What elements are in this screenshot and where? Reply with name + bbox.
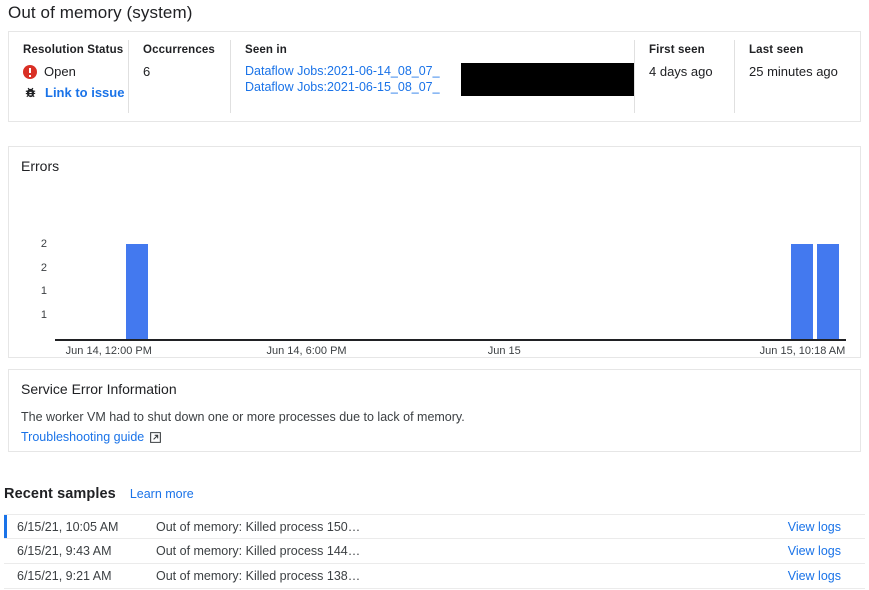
- link-to-issue-link[interactable]: Link to issue: [45, 85, 125, 100]
- link-to-issue-row[interactable]: Link to issue: [23, 84, 129, 102]
- sample-message: Out of memory: Killed process 150…: [156, 519, 361, 534]
- view-logs-link[interactable]: View logs: [787, 544, 841, 558]
- y-axis-tick-label: 2: [40, 261, 47, 274]
- column-divider: [634, 40, 635, 113]
- sample-message: Out of memory: Killed process 138…: [156, 569, 361, 583]
- table-row[interactable]: 6/15/21, 10:05 AM Out of memory: Killed p…: [4, 514, 865, 539]
- recent-samples-title: Recent samples: [4, 486, 116, 502]
- sample-timestamp: 6/15/21, 10:05 AM: [17, 519, 119, 534]
- column-divider: [230, 40, 231, 113]
- summary-row: Resolution Status Open Link to issue Occ…: [9, 32, 860, 121]
- summary-column-first-seen: First seen 4 days ago: [635, 32, 735, 121]
- table-row[interactable]: 6/15/21, 9:21 AM Out of memory: Killed pr…: [4, 564, 865, 589]
- y-axis-tick-label: 2: [40, 237, 47, 250]
- summary-column-resolution-status: Resolution Status Open Link to issue: [9, 32, 129, 121]
- last-seen-label: Last seen: [749, 44, 804, 56]
- errors-chart-title: Errors: [21, 158, 60, 174]
- resolution-status-label: Resolution Status: [23, 44, 124, 56]
- summary-column-occurrences: Occurrences 6: [129, 32, 231, 121]
- x-axis-tick-label: Jun 14, 12:00 PM: [65, 345, 152, 357]
- bug-icon: [25, 87, 36, 98]
- recent-samples-table: 6/15/21, 10:05 AM Out of memory: Killed p…: [4, 514, 865, 589]
- troubleshooting-guide-row[interactable]: Troubleshooting guide: [9, 426, 860, 446]
- y-axis-tick-label: 1: [40, 309, 47, 322]
- errors-bar-chart[interactable]: 2 2 1 1 Jun 14, 12:00 PM Jun 14, 6:00 PM Jun 1…: [9, 176, 862, 357]
- x-axis-line: [55, 339, 846, 341]
- troubleshooting-guide-link[interactable]: Troubleshooting guide: [21, 430, 145, 444]
- first-seen-label: First seen: [649, 44, 705, 56]
- chart-bar[interactable]: [791, 243, 814, 339]
- resolution-status-value: Open: [44, 64, 76, 79]
- sample-timestamp: 6/15/21, 9:43 AM: [17, 544, 112, 558]
- column-divider: [734, 40, 735, 113]
- view-logs-link[interactable]: View logs: [787, 519, 841, 534]
- table-row[interactable]: 6/15/21, 9:43 AM Out of memory: Killed pr…: [4, 539, 865, 564]
- external-link-icon: [150, 431, 162, 443]
- service-error-title: Service Error Information: [21, 381, 177, 397]
- sample-timestamp: 6/15/21, 9:21 AM: [17, 569, 112, 583]
- chart-bar[interactable]: [816, 243, 839, 339]
- occurrences-value: 6: [143, 64, 151, 79]
- service-error-information-card: Service Error Information The worker VM …: [8, 369, 861, 452]
- resolution-status-value-row: Open: [23, 63, 129, 81]
- occurrences-label: Occurrences: [143, 44, 215, 56]
- x-axis-tick-label: Jun 15: [487, 345, 521, 357]
- first-seen-value: 4 days ago: [649, 64, 713, 79]
- page-title: Out of memory (system): [8, 3, 193, 22]
- error-summary-card: Resolution Status Open Link to issue Occ…: [8, 31, 861, 122]
- x-axis-tick-label: Jun 14, 6:00 PM: [266, 345, 347, 357]
- sample-message: Out of memory: Killed process 144…: [156, 544, 361, 558]
- redaction-overlay: [461, 63, 634, 96]
- learn-more-link[interactable]: Learn more: [129, 487, 194, 501]
- seen-in-links: Dataflow Jobs:2021-06-14_08_07_ Dataflow…: [245, 63, 635, 96]
- column-divider: [128, 40, 129, 113]
- y-axis-tick-label: 1: [40, 285, 47, 298]
- seen-in-link-1[interactable]: Dataflow Jobs:2021-06-14_08_07_: [245, 64, 440, 78]
- summary-column-last-seen: Last seen 25 minutes ago: [735, 32, 860, 121]
- error-circle-icon: [23, 65, 37, 79]
- recent-samples-header: Recent samples Learn more: [4, 484, 194, 504]
- last-seen-value: 25 minutes ago: [749, 64, 838, 79]
- service-error-description: The worker VM had to shut down one or mo…: [21, 410, 465, 424]
- view-logs-link[interactable]: View logs: [787, 569, 841, 583]
- seen-in-link-2[interactable]: Dataflow Jobs:2021-06-15_08_07_: [245, 80, 440, 94]
- errors-chart-card: Errors 2 2 1 1 Jun 14, 12:00 PM Jun 14, 6:00 …: [8, 146, 861, 358]
- summary-column-seen-in: Seen in Dataflow Jobs:2021-06-14_08_07_ …: [231, 32, 635, 121]
- chart-bar[interactable]: [126, 243, 149, 339]
- seen-in-label: Seen in: [245, 44, 287, 56]
- x-axis-tick-label: Jun 15, 10:18 AM: [759, 345, 846, 357]
